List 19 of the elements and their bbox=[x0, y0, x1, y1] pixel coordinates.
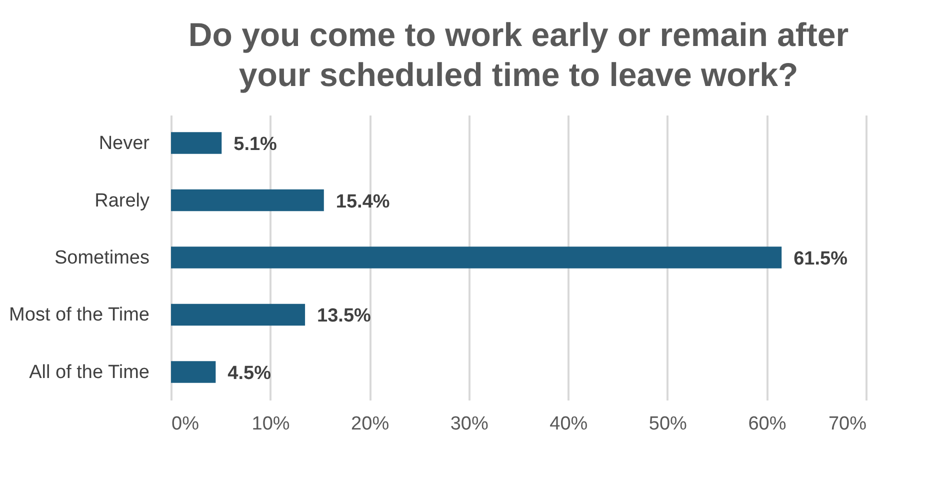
y-tick-label: Never bbox=[98, 133, 150, 154]
x-tick-label: 30% bbox=[450, 414, 488, 434]
data-label: 5.1% bbox=[234, 134, 278, 156]
data-label: 13.5% bbox=[317, 306, 372, 327]
x-tick-label: 20% bbox=[351, 414, 390, 434]
x-tick-label: 10% bbox=[252, 414, 290, 434]
y-tick-label: Most of the Time bbox=[9, 304, 150, 326]
x-tick-label: 40% bbox=[550, 414, 588, 434]
chart-title: Do you come to work early or remain after your scheduled time to leave work? bbox=[188, 16, 849, 93]
x-tick-label: 50% bbox=[648, 414, 688, 434]
data-label: 61.5% bbox=[794, 248, 848, 270]
y-tick-label: All of the Time bbox=[29, 362, 150, 383]
y-tick-label: Sometimes bbox=[54, 248, 150, 268]
y-tick-label: Rarely bbox=[94, 190, 150, 212]
data-label: 15.4% bbox=[336, 191, 390, 212]
x-tick-label: 70% bbox=[828, 414, 867, 434]
x-tick-label: 60% bbox=[748, 414, 786, 434]
x-tick-label: 0% bbox=[172, 414, 200, 434]
data-label: 4.5% bbox=[228, 362, 272, 384]
